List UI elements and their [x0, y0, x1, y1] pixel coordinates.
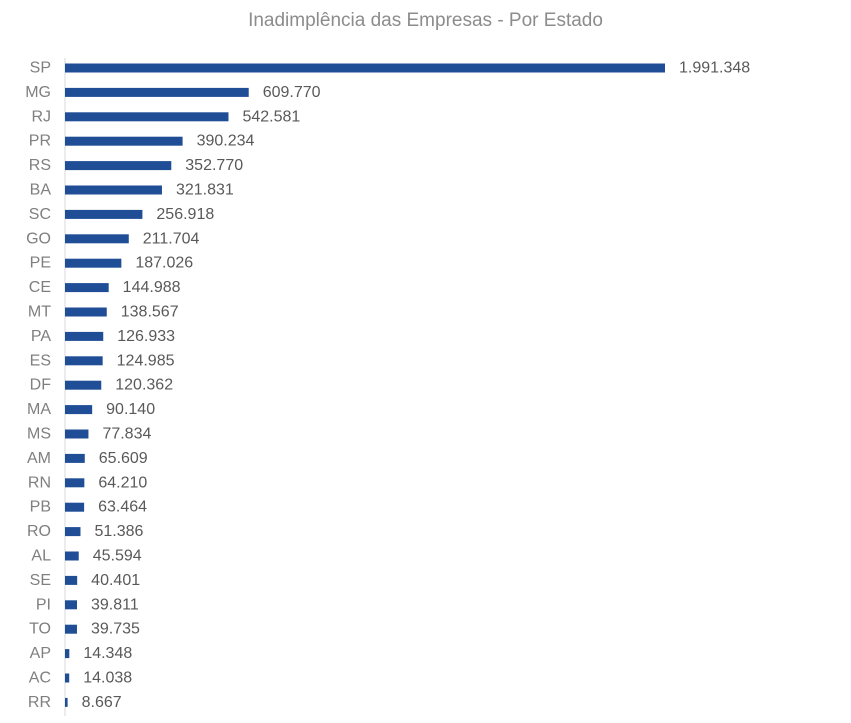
value-label-pa: 126.933	[117, 328, 175, 345]
category-label-ms: MS	[27, 426, 51, 443]
category-label-ba: BA	[30, 182, 52, 199]
bar-pa	[65, 331, 104, 341]
value-label-go: 211.704	[143, 230, 200, 247]
bar-ms	[65, 429, 89, 439]
value-label-sc: 256.918	[156, 206, 214, 223]
value-label-mg: 609.770	[263, 84, 321, 101]
bar-pi	[65, 600, 77, 610]
value-label-pe: 187.026	[135, 255, 193, 272]
category-label-rj: RJ	[31, 108, 51, 125]
bar-al	[65, 551, 79, 561]
category-label-mg: MG	[25, 84, 51, 101]
value-label-es: 124.985	[117, 352, 175, 369]
category-label-pi: PI	[36, 596, 51, 613]
category-label-ac: AC	[29, 670, 51, 687]
category-label-se: SE	[30, 572, 51, 589]
value-label-to: 39.735	[91, 621, 140, 638]
category-label-pb: PB	[30, 499, 51, 516]
category-label-rr: RR	[28, 694, 51, 711]
value-label-ma: 90.140	[106, 401, 155, 418]
value-label-ce: 144.988	[123, 279, 181, 296]
category-label-am: AM	[27, 450, 51, 467]
category-label-rn: RN	[28, 474, 51, 491]
category-label-pr: PR	[29, 133, 51, 150]
category-label-go: GO	[26, 230, 51, 247]
bar-pb	[65, 502, 85, 512]
category-label-ma: MA	[27, 401, 51, 418]
value-label-rr: 8.667	[82, 694, 122, 711]
category-label-ap: AP	[30, 645, 51, 662]
bar-mg	[65, 87, 249, 97]
value-label-pr: 390.234	[197, 133, 255, 150]
value-label-ro: 51.386	[94, 523, 143, 540]
bar-rj	[65, 112, 229, 122]
value-label-ms: 77.834	[102, 426, 151, 443]
category-label-to: TO	[29, 621, 51, 638]
bar-ap	[65, 649, 70, 659]
value-label-ba: 321.831	[176, 182, 234, 199]
category-label-rs: RS	[29, 157, 51, 174]
bar-pr	[65, 136, 183, 146]
bar-ba	[65, 185, 162, 195]
bar-pe	[65, 258, 122, 268]
bar-to	[65, 624, 77, 634]
value-label-se: 40.401	[91, 572, 140, 589]
value-label-ap: 14.348	[83, 645, 132, 662]
value-label-rj: 542.581	[242, 108, 300, 125]
category-label-ce: CE	[29, 279, 51, 296]
bar-rr	[65, 697, 68, 707]
category-label-pa: PA	[31, 328, 51, 345]
bar-sp	[65, 63, 665, 73]
value-label-df: 120.362	[115, 377, 173, 394]
bar-ce	[65, 283, 109, 293]
bar-se	[65, 575, 78, 585]
bar-ma	[65, 405, 93, 415]
value-label-sp: 1.991.348	[679, 60, 750, 77]
category-label-mt: MT	[28, 304, 51, 321]
bar-go	[65, 234, 129, 244]
bar-mt	[65, 307, 107, 317]
value-label-pi: 39.811	[91, 596, 139, 613]
value-label-ac: 14.038	[83, 670, 132, 687]
category-label-sc: SC	[29, 206, 51, 223]
value-label-rs: 352.770	[185, 157, 243, 174]
bar-rn	[65, 478, 85, 488]
value-label-al: 45.594	[93, 548, 142, 565]
value-label-pb: 63.464	[98, 499, 147, 516]
bar-rs	[65, 161, 172, 171]
category-label-al: AL	[31, 548, 51, 565]
bar-df	[65, 380, 102, 390]
category-label-df: DF	[30, 377, 52, 394]
category-label-es: ES	[30, 352, 51, 369]
bars-layer: SP 1.991.348 MG 609.770 RJ 542.581 PR 390.234 RS…	[25, 60, 750, 711]
category-label-ro: RO	[27, 523, 51, 540]
category-label-sp: SP	[30, 60, 51, 77]
bar-ro	[65, 527, 81, 537]
value-label-am: 65.609	[99, 450, 148, 467]
value-label-mt: 138.567	[121, 304, 179, 321]
bar-ac	[65, 673, 70, 683]
chart-title: Inadimplência das Empresas - Por Estado	[248, 10, 603, 31]
bar-am	[65, 453, 85, 463]
bar-sc	[65, 209, 143, 219]
category-label-pe: PE	[30, 255, 51, 272]
bar-es	[65, 356, 103, 366]
value-label-rn: 64.210	[98, 474, 147, 491]
